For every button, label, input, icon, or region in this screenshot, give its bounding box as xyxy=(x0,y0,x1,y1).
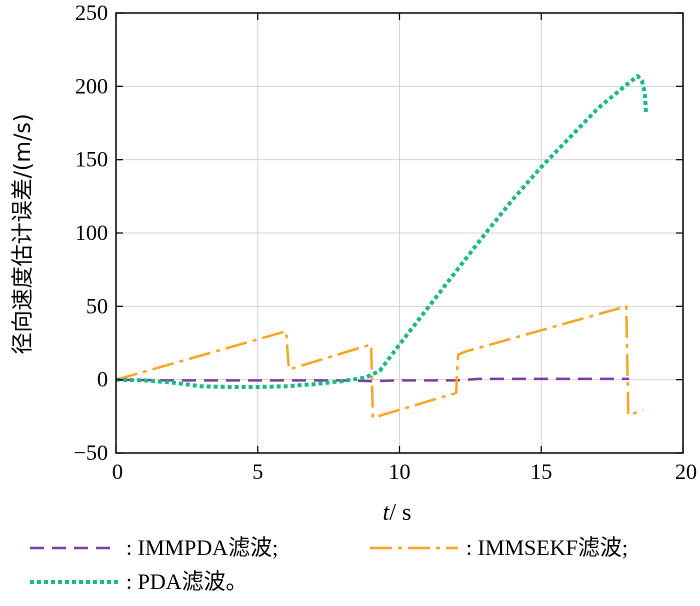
x-tick-label: 10 xyxy=(389,459,411,484)
y-tick-label: 200 xyxy=(75,73,108,98)
series-line-2 xyxy=(115,305,644,420)
legend: : IMMPDA滤波; : IMMSEKF滤波; : PDA滤波。 xyxy=(30,535,628,594)
legend-label-2: : IMMSEKF滤波; xyxy=(466,535,628,560)
x-axis-title-italic: t xyxy=(383,500,391,526)
y-tick-label: 100 xyxy=(75,220,108,245)
y-tick-label: 250 xyxy=(75,0,108,25)
series-line-1 xyxy=(115,377,630,383)
legend-label-1: : IMMPDA滤波; xyxy=(126,535,278,560)
x-tick-labels: 0 5 10 15 20 xyxy=(112,459,697,484)
y-tick-labels: −50 0 50 100 150 200 250 xyxy=(74,0,108,465)
y-tick-label: 0 xyxy=(97,367,108,392)
tick-marks xyxy=(115,12,684,454)
x-tick-label: 0 xyxy=(112,459,123,484)
x-axis-title: t/ s xyxy=(383,500,412,526)
y-tick-label: 150 xyxy=(75,147,108,172)
x-tick-label: 5 xyxy=(252,459,263,484)
x-tick-label: 20 xyxy=(675,459,697,484)
y-axis-title: 径向速度估计误差/(m/s) xyxy=(11,114,36,355)
legend-label-3: : PDA滤波。 xyxy=(126,569,248,594)
x-axis-title-unit: / s xyxy=(389,500,411,526)
y-tick-label: −50 xyxy=(74,440,108,465)
series-line-3 xyxy=(115,74,649,389)
y-tick-label: 50 xyxy=(86,293,108,318)
x-tick-label: 15 xyxy=(530,459,552,484)
series-lines xyxy=(115,74,649,420)
